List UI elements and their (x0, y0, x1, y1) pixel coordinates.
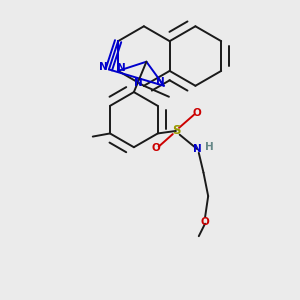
Text: N: N (156, 77, 165, 87)
Text: N: N (117, 63, 126, 74)
Text: H: H (206, 142, 214, 152)
Text: O: O (201, 217, 209, 227)
Text: S: S (172, 124, 180, 137)
Text: O: O (152, 143, 161, 153)
Text: N: N (134, 78, 142, 88)
Text: N: N (99, 62, 108, 72)
Text: O: O (192, 108, 201, 118)
Text: N: N (193, 144, 202, 154)
